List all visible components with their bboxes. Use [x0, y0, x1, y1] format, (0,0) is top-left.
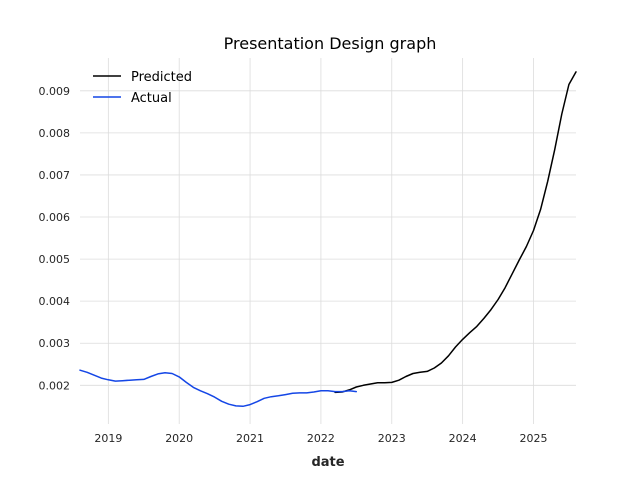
y-tick-label: 0.009 [39, 85, 71, 98]
x-tick-label: 2024 [449, 432, 477, 445]
x-tick-label: 2025 [519, 432, 547, 445]
y-axis-ticks: 0.002 0.003 0.004 0.005 0.006 0.007 0.008 0.009 [39, 85, 71, 392]
series-lines [79, 71, 577, 408]
legend-label-predicted: Predicted [131, 70, 192, 85]
x-tick-label: 2022 [307, 432, 335, 445]
x-axis-ticks: 2019 2020 2021 2022 2023 2024 2025 [94, 432, 547, 445]
y-tick-label: 0.006 [39, 211, 71, 224]
series-line-predicted [334, 71, 577, 394]
x-tick-label: 2020 [165, 432, 193, 445]
x-axis-label: date [311, 455, 344, 470]
y-tick-label: 0.003 [39, 337, 71, 350]
chart-title: Presentation Design graph [224, 34, 437, 53]
x-tick-label: 2023 [378, 432, 406, 445]
y-tick-label: 0.004 [39, 295, 71, 308]
x-tick-label: 2019 [94, 432, 122, 445]
legend: Predicted Actual [93, 70, 192, 106]
x-tick-label: 2021 [236, 432, 264, 445]
y-tick-label: 0.002 [39, 379, 71, 392]
y-tick-label: 0.007 [39, 169, 71, 182]
legend-label-actual: Actual [131, 91, 172, 106]
grid-lines [80, 58, 576, 424]
y-tick-label: 0.008 [39, 127, 71, 140]
series-line-actual [79, 369, 358, 408]
y-tick-label: 0.005 [39, 253, 71, 266]
